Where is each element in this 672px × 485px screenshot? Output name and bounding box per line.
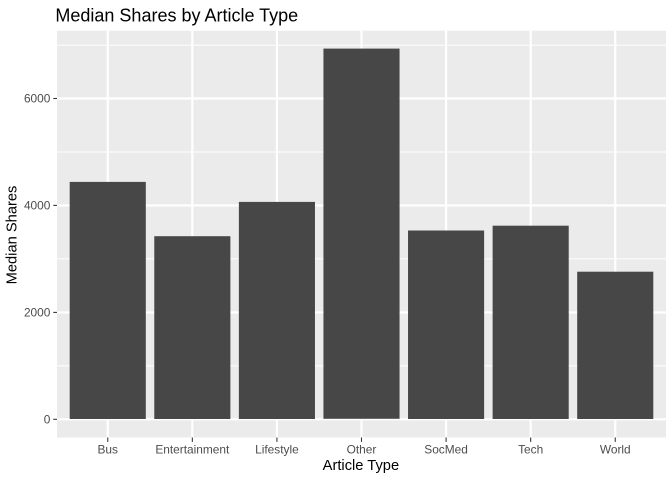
svg-text:2000: 2000	[24, 306, 51, 320]
svg-text:Lifestyle: Lifestyle	[255, 443, 299, 457]
svg-text:Tech: Tech	[518, 443, 543, 457]
svg-text:4000: 4000	[24, 199, 51, 213]
svg-text:SocMed: SocMed	[424, 443, 468, 457]
svg-text:Entertainment: Entertainment	[155, 443, 230, 457]
svg-text:Bus: Bus	[98, 443, 119, 457]
svg-text:Median Shares: Median Shares	[5, 186, 21, 285]
svg-text:World: World	[600, 443, 631, 457]
svg-text:Median Shares by Article Type: Median Shares by Article Type	[55, 5, 298, 25]
svg-text:0: 0	[44, 413, 51, 427]
svg-text:6000: 6000	[24, 92, 51, 106]
svg-text:Other: Other	[347, 443, 377, 457]
svg-text:Article Type: Article Type	[323, 458, 399, 474]
